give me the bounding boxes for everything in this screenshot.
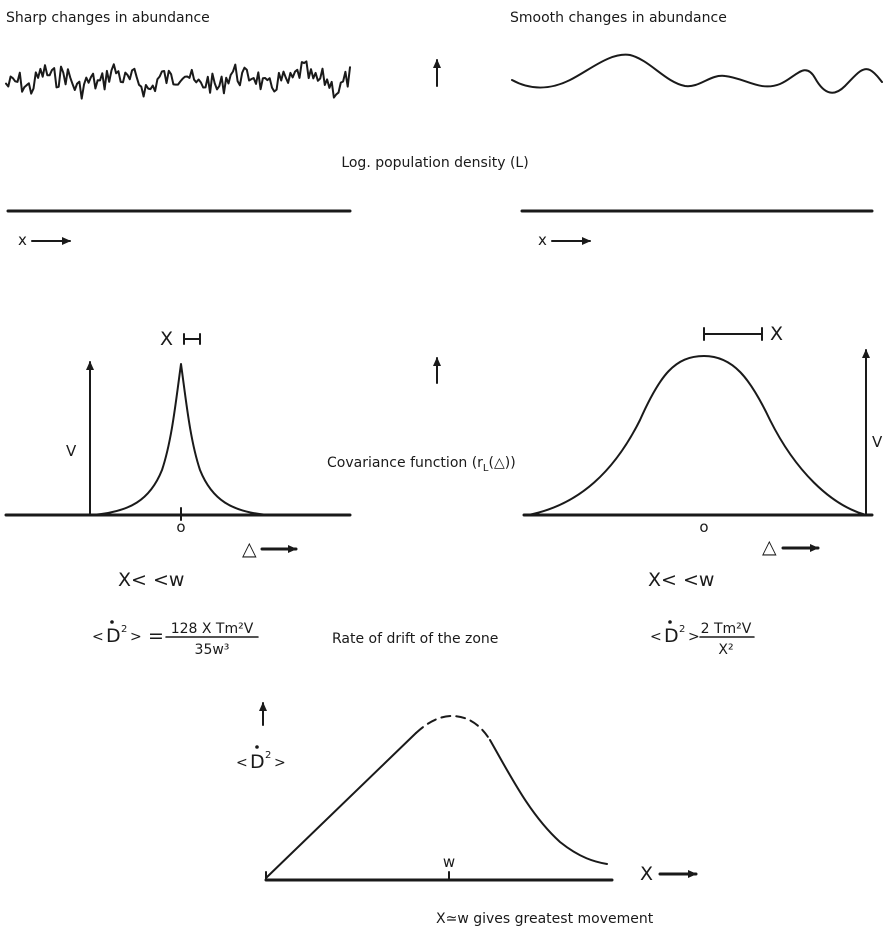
svg-text:>: > (274, 755, 286, 771)
svg-text:<: < (92, 629, 104, 645)
rising-drift-curve (265, 732, 417, 879)
right-v-label: V (872, 433, 883, 451)
svg-text:D: D (250, 751, 265, 773)
left-drift-formula: < D 2 > = 128 X Tm²V 35w³ (92, 620, 259, 658)
dot-accent (110, 620, 114, 624)
greatest-movement-caption: X≃w gives greatest movement (436, 911, 654, 927)
peak-dashed-curve (415, 715, 491, 741)
drift-rate-label: Rate of drift of the zone (332, 631, 498, 647)
right-width-label: X (770, 323, 783, 345)
svg-text:D: D (106, 625, 121, 647)
right-delta-label: △ (762, 536, 777, 558)
svg-text:D: D (664, 625, 679, 647)
log-population-density-label: Log. population density (L) (341, 155, 528, 171)
svg-text:2: 2 (265, 750, 271, 761)
right-drift-formula: < D 2 > 2 Tm²V X² (650, 620, 755, 658)
smooth-changes-caption: Smooth changes in abundance (510, 10, 727, 26)
left-x-label: x (18, 231, 27, 249)
svg-text:2: 2 (679, 624, 685, 635)
left-delta-label: △ (242, 538, 257, 560)
svg-text:<: < (650, 629, 662, 645)
sharp-abundance-curve (5, 60, 351, 100)
right-broad-covariance-curve (527, 355, 867, 516)
svg-text:>: > (130, 629, 142, 645)
left-v-label: V (66, 442, 77, 460)
sharp-changes-caption: Sharp changes in abundance (6, 10, 210, 26)
svg-text:>: > (688, 629, 700, 645)
peak-w-label: w (443, 853, 455, 871)
svg-text:X²: X² (718, 642, 733, 658)
right-x-label: x (538, 231, 547, 249)
svg-text:35w³: 35w³ (195, 642, 230, 658)
left-width-label: X (160, 328, 173, 350)
left-origin-label: o (176, 518, 185, 536)
right-origin-label: o (699, 518, 708, 536)
dot-accent (255, 745, 259, 749)
svg-text:2 Tm²V: 2 Tm²V (701, 621, 752, 637)
bottom-x-label: X (640, 863, 653, 885)
right-condition: X< <w (648, 569, 714, 591)
svg-text:128 X Tm²V: 128 X Tm²V (171, 621, 254, 637)
svg-text:=: = (148, 625, 164, 647)
covariance-function-label: Covariance function (rL(△)) (327, 455, 516, 474)
left-condition: X< <w (118, 569, 184, 591)
dot-accent (668, 620, 672, 624)
svg-text:2: 2 (121, 624, 127, 635)
bottom-y-label: < D 2 > (236, 745, 286, 773)
left-narrow-covariance-curve (91, 363, 269, 516)
falling-drift-curve (489, 739, 608, 865)
smooth-abundance-curve (511, 53, 883, 94)
svg-text:<: < (236, 755, 248, 771)
